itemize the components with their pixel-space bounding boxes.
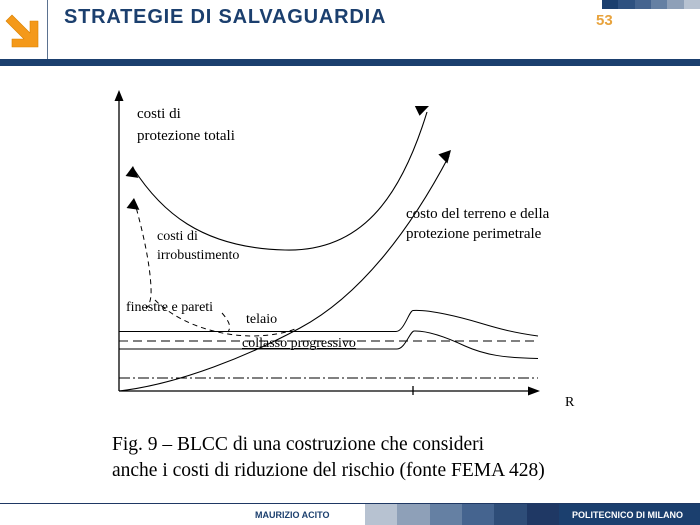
svg-text:protezione perimetrale: protezione perimetrale [406,226,542,242]
svg-text:costo del terreno e della: costo del terreno e della [406,206,550,222]
svg-text:costi di: costi di [157,229,198,244]
svg-text:R: R [565,395,575,410]
svg-text:telaio: telaio [246,312,277,327]
svg-text:finestre e pareti: finestre e pareti [126,300,213,315]
svg-text:costi di: costi di [137,106,181,122]
svg-text:collasso progressivo: collasso progressivo [242,336,356,351]
svg-text:irrobustimento: irrobustimento [157,248,239,263]
svg-text:protezione totali: protezione totali [137,128,235,144]
